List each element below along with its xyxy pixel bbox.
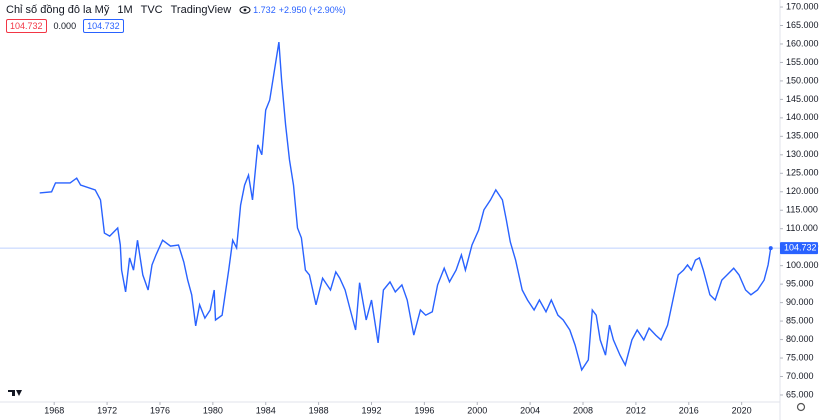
x-tick-label: 1976 bbox=[150, 405, 170, 415]
x-tick-label: 1984 bbox=[256, 405, 276, 415]
y-tick-label: 100.000 bbox=[786, 260, 819, 270]
y-tick-label: 155.000 bbox=[786, 57, 819, 67]
y-tick-label: 135.000 bbox=[786, 131, 819, 141]
legend-values: 104.732 0.000 104.732 bbox=[6, 19, 124, 33]
x-tick-label: 1980 bbox=[203, 405, 223, 415]
x-tick-label: 2012 bbox=[626, 405, 646, 415]
y-tick-label: 95.000 bbox=[786, 279, 814, 289]
y-tick-label: 110.000 bbox=[786, 223, 818, 233]
y-tick-label: 65.000 bbox=[786, 389, 814, 399]
y-tick-label: 120.000 bbox=[786, 186, 819, 196]
logo bbox=[8, 390, 22, 396]
x-tick-label: 1992 bbox=[361, 405, 381, 415]
value-box: 0.000 bbox=[53, 21, 77, 31]
y-tick-label: 85.000 bbox=[786, 315, 814, 325]
y-tick-label: 130.000 bbox=[786, 149, 819, 159]
x-tick-label: 1968 bbox=[44, 405, 64, 415]
y-tick-label: 165.000 bbox=[786, 20, 819, 30]
y-tick-label: 75.000 bbox=[786, 352, 814, 362]
y-tick-label: 160.000 bbox=[786, 38, 819, 48]
y-tick-label: 90.000 bbox=[786, 297, 814, 307]
eye-icon[interactable] bbox=[239, 5, 251, 15]
y-tick-label: 80.000 bbox=[786, 334, 814, 344]
value-box: 104.732 bbox=[83, 19, 124, 33]
y-tick-label: 70.000 bbox=[786, 371, 814, 381]
last-price-badge bbox=[780, 242, 818, 255]
price-line bbox=[39, 41, 772, 372]
change: +2.950 (+2.90%) bbox=[278, 5, 346, 15]
interval[interactable]: 1M bbox=[117, 4, 133, 16]
x-tick-label: 2000 bbox=[467, 405, 487, 415]
price: 1.732 bbox=[253, 5, 276, 15]
y-tick-label: 150.000 bbox=[786, 75, 819, 85]
y-tick-label: 170.000 bbox=[786, 1, 819, 11]
settings-icon[interactable] bbox=[796, 402, 806, 412]
x-tick-label: 2020 bbox=[732, 405, 752, 415]
x-tick-label: 2004 bbox=[520, 405, 540, 415]
x-tick-label: 2016 bbox=[679, 405, 699, 415]
last-point bbox=[768, 246, 773, 251]
x-tick-label: 1988 bbox=[309, 405, 329, 415]
legend-header: Chỉ số đồng đô la Mỹ 1M TVC TradingView … bbox=[6, 4, 346, 16]
y-tick-label: 145.000 bbox=[786, 94, 819, 104]
value-box: 104.732 bbox=[6, 19, 47, 33]
symbol-title[interactable]: Chỉ số đồng đô la Mỹ bbox=[6, 4, 110, 16]
source: TradingView bbox=[170, 4, 232, 16]
last-price-label: 104.732 bbox=[784, 243, 817, 253]
x-tick-label: 1972 bbox=[97, 405, 117, 415]
x-tick-label: 1996 bbox=[414, 405, 434, 415]
exchange: TVC bbox=[140, 4, 163, 16]
x-tick-label: 2008 bbox=[573, 405, 593, 415]
y-tick-label: 140.000 bbox=[786, 112, 819, 122]
y-tick-label: 115.000 bbox=[786, 205, 818, 215]
y-tick-label: 125.000 bbox=[786, 168, 819, 178]
